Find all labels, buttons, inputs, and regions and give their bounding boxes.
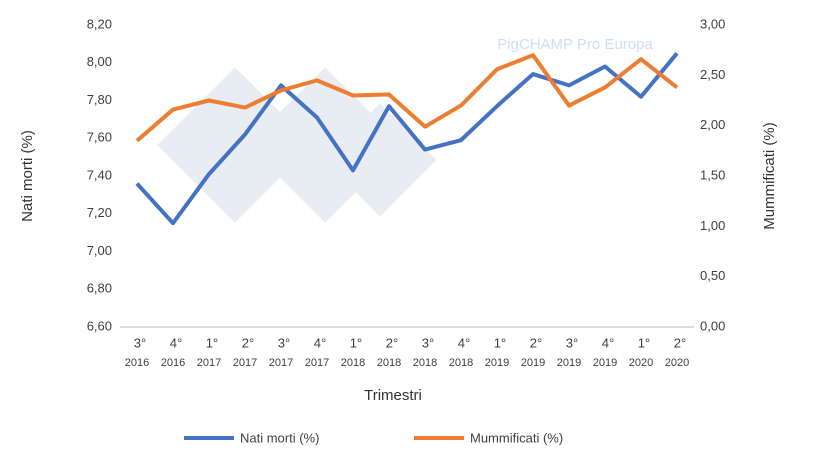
x-tick-label: 1° bbox=[350, 335, 362, 350]
x-tick-label: 2019 bbox=[593, 357, 617, 369]
x-tick-label: 2020 bbox=[629, 357, 653, 369]
x-tick-label: 2017 bbox=[269, 357, 293, 369]
x-tick-label: 1° bbox=[638, 335, 650, 350]
x-tick-label: 1° bbox=[494, 335, 506, 350]
x-tick-label: 2017 bbox=[233, 357, 257, 369]
x-tick-label: 4° bbox=[170, 335, 182, 350]
y-axis-title: Nati morti (%) bbox=[19, 130, 36, 222]
y2-tick-label: 3,00 bbox=[700, 16, 725, 31]
x-tick-label: 3° bbox=[134, 335, 146, 350]
logo bbox=[157, 67, 437, 223]
x-tick-label: 2° bbox=[674, 335, 686, 350]
x-tick-label: 1° bbox=[206, 335, 218, 350]
y-tick-label: 7,80 bbox=[87, 92, 112, 107]
y-tick-label: 6,80 bbox=[87, 281, 112, 296]
x-tick-label: 4° bbox=[458, 335, 470, 350]
x-tick-label: 2019 bbox=[521, 357, 545, 369]
y-tick-label: 6,60 bbox=[87, 318, 112, 333]
x-tick-label: 2018 bbox=[413, 357, 437, 369]
y2-tick-label: 0,50 bbox=[700, 268, 725, 283]
x-tick-label: 3° bbox=[278, 335, 290, 350]
x-tick-label: 2° bbox=[242, 335, 254, 350]
x-tick-label: 2016 bbox=[125, 357, 149, 369]
y-tick-label: 7,40 bbox=[87, 167, 112, 182]
x-tick-label: 4° bbox=[602, 335, 614, 350]
x-tick-label: 2018 bbox=[341, 357, 365, 369]
x-tick-label: 2018 bbox=[377, 357, 401, 369]
y2-tick-label: 1,00 bbox=[700, 218, 725, 233]
y-tick-label: 7,20 bbox=[87, 205, 112, 220]
legend-label: Nati morti (%) bbox=[240, 430, 319, 445]
y-tick-label: 7,60 bbox=[87, 130, 112, 145]
y2-tick-label: 1,50 bbox=[700, 167, 725, 182]
x-tick-label: 4° bbox=[314, 335, 326, 350]
x-tick-label: 2017 bbox=[197, 357, 221, 369]
legend-item: Nati morti (%) bbox=[184, 430, 319, 445]
x-tick-label: 2° bbox=[386, 335, 398, 350]
x-tick-label: 2° bbox=[530, 335, 542, 350]
legend-label: Mummificati (%) bbox=[470, 430, 563, 445]
legend-item: Mummificati (%) bbox=[414, 430, 563, 445]
y-tick-label: 8,20 bbox=[87, 16, 112, 31]
y2-axis-title: Mummificati (%) bbox=[761, 122, 778, 230]
series-line bbox=[135, 53, 679, 143]
x-tick-label: 2019 bbox=[557, 357, 581, 369]
x-tick-label: 3° bbox=[422, 335, 434, 350]
y2-tick-label: 2,50 bbox=[700, 67, 725, 82]
x-tick-label: 2019 bbox=[485, 357, 509, 369]
x-tick-label: 2018 bbox=[449, 357, 473, 369]
x-tick-label: 2017 bbox=[305, 357, 329, 369]
series-line bbox=[135, 52, 679, 226]
y2-tick-label: 0,00 bbox=[700, 318, 725, 333]
x-tick-label: 2016 bbox=[161, 357, 185, 369]
y-tick-label: 8,00 bbox=[87, 54, 112, 69]
watermark: PigCHAMP Pro Europa bbox=[497, 36, 653, 53]
y2-tick-label: 2,00 bbox=[700, 117, 725, 132]
x-tick-label: 2020 bbox=[665, 357, 689, 369]
x-tick-label: 3° bbox=[566, 335, 578, 350]
x-axis-title: Trimestri bbox=[364, 387, 422, 404]
y-tick-label: 7,00 bbox=[87, 243, 112, 258]
